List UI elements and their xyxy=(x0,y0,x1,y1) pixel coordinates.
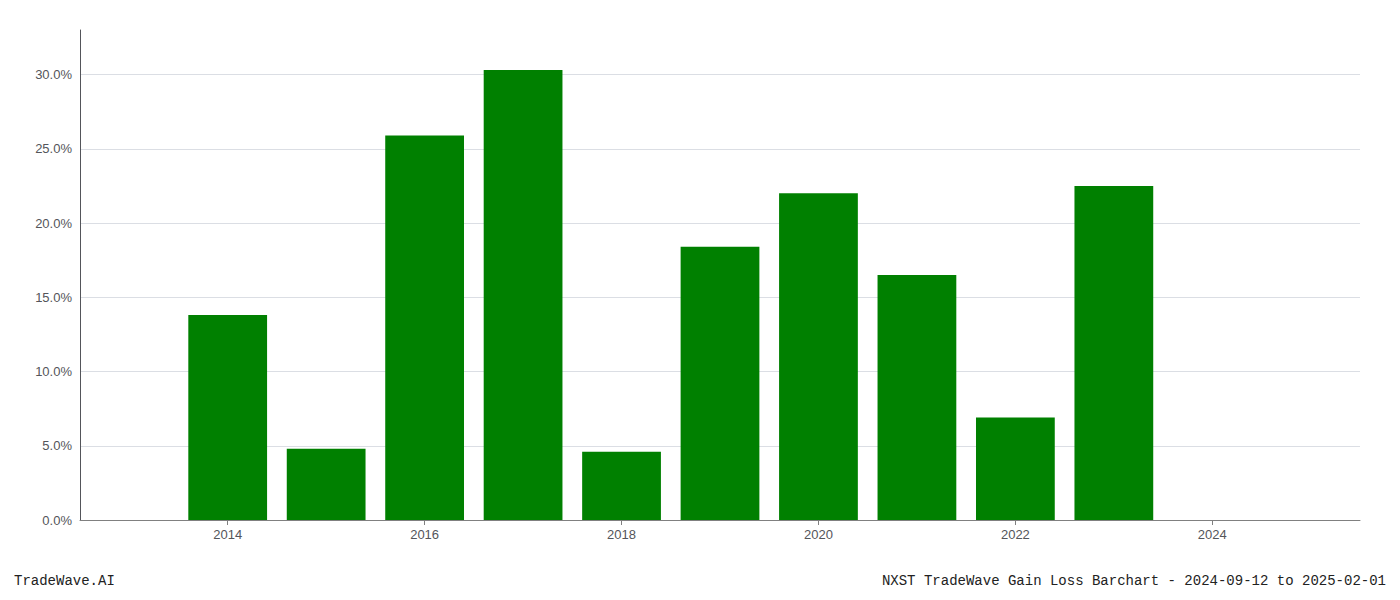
svg-text:2020: 2020 xyxy=(804,527,833,542)
svg-text:NXST TradeWave Gain Loss Barch: NXST TradeWave Gain Loss Barchart - 2024… xyxy=(882,573,1386,589)
svg-text:2016: 2016 xyxy=(410,527,439,542)
svg-text:2022: 2022 xyxy=(1001,527,1030,542)
svg-text:25.0%: 25.0% xyxy=(35,141,72,156)
svg-text:10.0%: 10.0% xyxy=(35,364,72,379)
svg-text:TradeWave.AI: TradeWave.AI xyxy=(14,573,115,589)
svg-text:2024: 2024 xyxy=(1198,527,1227,542)
svg-text:30.0%: 30.0% xyxy=(35,67,72,82)
svg-text:15.0%: 15.0% xyxy=(35,290,72,305)
svg-text:2018: 2018 xyxy=(607,527,636,542)
svg-text:2014: 2014 xyxy=(213,527,242,542)
svg-text:20.0%: 20.0% xyxy=(35,216,72,231)
svg-text:5.0%: 5.0% xyxy=(42,438,72,453)
svg-text:0.0%: 0.0% xyxy=(42,513,72,528)
